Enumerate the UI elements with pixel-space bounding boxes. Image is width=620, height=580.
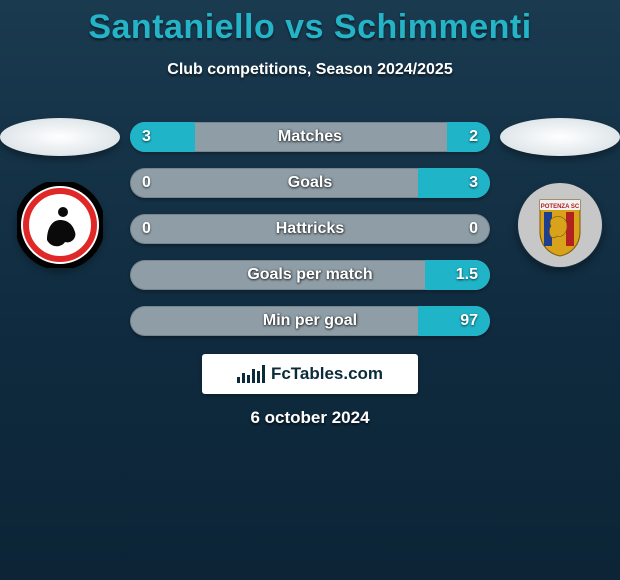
player-right: POTENZA SC: [500, 118, 620, 268]
stat-row: 32Matches: [130, 122, 490, 152]
player-left-avatar-placeholder: [0, 118, 120, 156]
stat-value-right: 0: [469, 214, 478, 244]
comparison-card: Santaniello vs Schimmenti Club competiti…: [0, 0, 620, 580]
stat-fill-left: [130, 122, 195, 152]
brand-badge[interactable]: FcTables.com: [202, 354, 418, 394]
stat-fill-right: [418, 306, 490, 336]
date-line: 6 october 2024: [0, 408, 620, 428]
stat-row: 97Min per goal: [130, 306, 490, 336]
svg-text:POTENZA SC: POTENZA SC: [541, 204, 580, 210]
stat-fill-right: [418, 168, 490, 198]
stat-label: Hattricks: [130, 214, 490, 244]
stat-value-left: 0: [142, 168, 151, 198]
stat-row: 03Goals: [130, 168, 490, 198]
stat-row: 1.5Goals per match: [130, 260, 490, 290]
player-left-club-badge: [17, 182, 103, 268]
brand-chart-icon: [237, 365, 265, 383]
stat-fill-right: [425, 260, 490, 290]
stat-row: 0 0Hattricks: [130, 214, 490, 244]
player-right-avatar-placeholder: [500, 118, 620, 156]
player-right-club-badge: POTENZA SC: [517, 182, 603, 268]
stat-column: 32Matches03Goals00Hattricks1.5Goals per …: [130, 122, 490, 336]
page-subtitle: Club competitions, Season 2024/2025: [0, 61, 620, 79]
brand-text: FcTables.com: [271, 364, 383, 384]
page-title: Santaniello vs Schimmenti: [0, 0, 620, 47]
player-left: [0, 118, 120, 268]
stat-fill-right: [447, 122, 490, 152]
stat-value-left: 0: [142, 214, 151, 244]
